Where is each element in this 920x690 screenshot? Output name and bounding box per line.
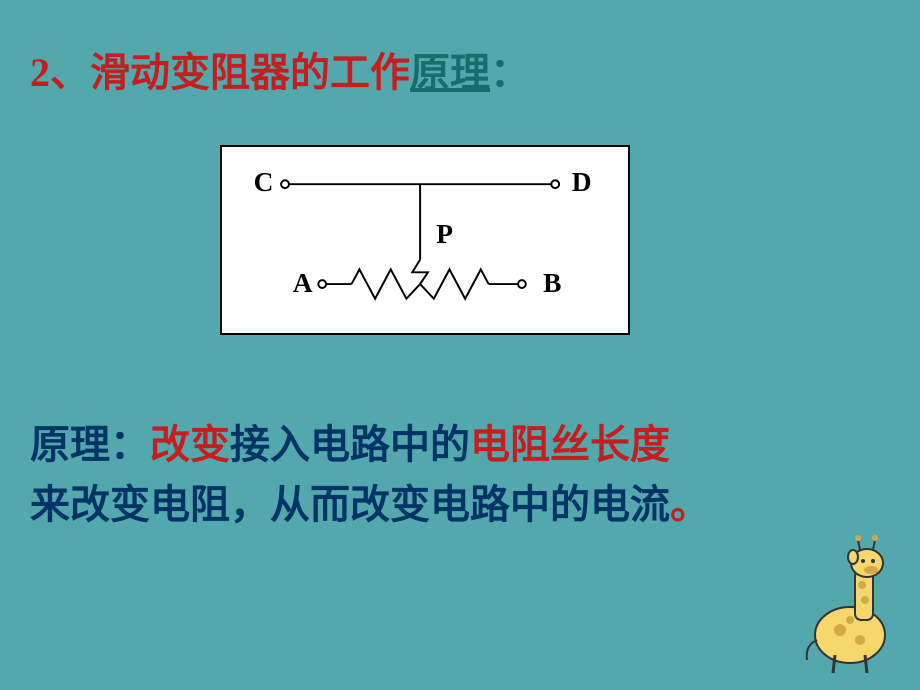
giraffe-snout — [864, 566, 878, 574]
circuit-svg: C D P A B — [222, 147, 628, 333]
giraffe-horn-2 — [873, 540, 875, 550]
exp-wire-length: 电阻丝长度 — [470, 422, 670, 467]
giraffe-spot-5 — [861, 596, 869, 604]
terminal-c — [281, 180, 289, 188]
arrow-p — [412, 260, 428, 284]
circuit-diagram: C D P A B — [220, 145, 630, 335]
label-a: A — [293, 268, 313, 298]
giraffe-body — [815, 607, 885, 663]
title-colon: ： — [490, 50, 530, 95]
slide-title: 2、滑动变阻器的工作原理： — [30, 40, 530, 98]
giraffe-eye-1 — [861, 559, 865, 563]
title-number: 2、 — [30, 50, 90, 95]
giraffe-horn-ball-1 — [855, 535, 861, 541]
giraffe-spot-3 — [846, 616, 854, 624]
terminal-a — [318, 280, 326, 288]
giraffe-spot-4 — [858, 581, 866, 589]
giraffe-leg-1 — [833, 655, 835, 673]
giraffe-horn-1 — [858, 540, 860, 550]
giraffe-eye-2 — [871, 559, 875, 563]
exp-change: 改变 — [150, 422, 230, 467]
explanation-text: 原理：改变接入电路中的电阻丝长度 来改变电阻，从而改变电路中的电流。 — [30, 415, 870, 535]
label-d: D — [572, 167, 592, 197]
title-main: 滑动变阻器的工作 — [90, 50, 410, 95]
giraffe-icon — [795, 525, 905, 675]
terminal-d — [551, 180, 559, 188]
terminal-b — [518, 280, 526, 288]
title-link: 原理 — [410, 50, 490, 95]
label-p: P — [436, 219, 453, 249]
exp-period: 。 — [670, 482, 710, 527]
exp-line2: 来改变电阻，从而改变电路中的电流 — [30, 482, 670, 527]
exp-mid1: 接入电路中的 — [230, 422, 470, 467]
giraffe-spot-1 — [834, 624, 846, 636]
giraffe-ear — [848, 550, 858, 564]
resistor-zigzag — [352, 269, 489, 298]
label-c: C — [254, 167, 274, 197]
exp-prefix: 原理： — [30, 422, 150, 467]
label-b: B — [543, 268, 561, 298]
giraffe-leg-2 — [865, 655, 867, 673]
giraffe-horn-ball-2 — [872, 535, 878, 541]
giraffe-spot-2 — [855, 635, 865, 645]
